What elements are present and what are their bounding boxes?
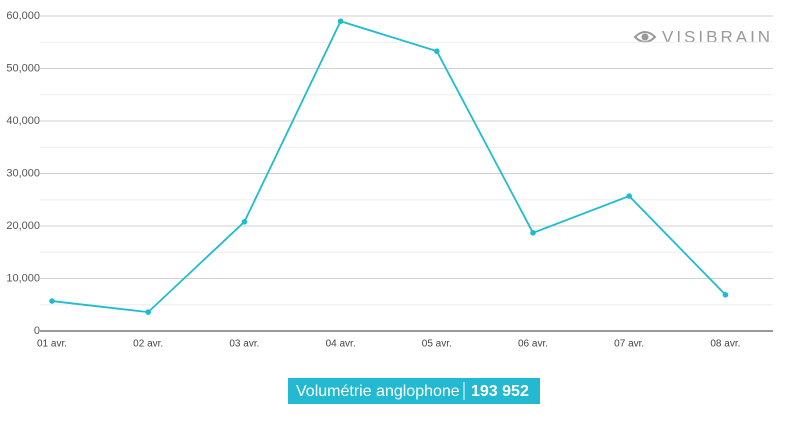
total-badge: Volumétrie anglophone 193 952	[288, 378, 540, 404]
x-tick-label: 03 avr.	[229, 339, 259, 350]
y-tick-label: 0	[34, 325, 40, 337]
point	[434, 48, 440, 54]
point	[722, 291, 729, 298]
y-tick-label: 40,000	[6, 115, 40, 127]
y-tick-label: 60,000	[6, 10, 40, 22]
y-tick-label: 30,000	[6, 167, 40, 179]
logo-pupil	[641, 33, 649, 41]
x-tick-label: 07 avr.	[614, 339, 644, 350]
x-tick-label: 04 avr.	[326, 339, 356, 350]
point	[626, 193, 632, 199]
x-tick-label: 08 avr.	[710, 339, 740, 350]
series-line	[51, 20, 727, 314]
y-tick-label: 10,000	[6, 272, 40, 284]
x-tick-label: 05 avr.	[422, 339, 452, 350]
badge-bg	[288, 378, 540, 404]
logo: VISIBRAIN	[633, 27, 773, 46]
point	[337, 18, 344, 25]
point	[241, 219, 248, 225]
badge-value: 193 952	[471, 383, 529, 400]
logo-eye	[633, 31, 657, 43]
y-tick-label: 50,000	[6, 62, 40, 74]
x-tick-label: 01 avr.	[37, 339, 67, 350]
x-tick-label: 06 avr.	[518, 339, 548, 350]
y-tick-label: 20,000	[6, 220, 40, 232]
point	[530, 230, 536, 236]
x-tick-label: 02 avr.	[133, 339, 163, 350]
badge-label: Volumétrie anglophone	[296, 383, 460, 400]
logo-text: VISIBRAIN	[662, 27, 773, 46]
point	[49, 298, 55, 304]
point	[145, 309, 151, 315]
